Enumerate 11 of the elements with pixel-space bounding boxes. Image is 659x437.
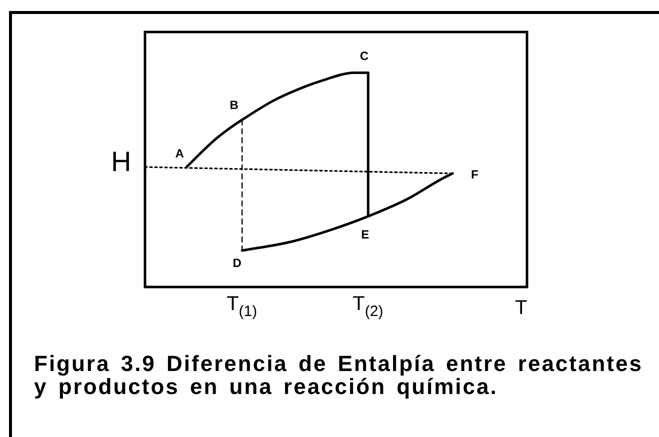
annotation: A: [175, 146, 184, 160]
y-axis-title: H: [111, 146, 132, 176]
annotation: E: [361, 228, 370, 242]
annotation: B: [230, 98, 239, 112]
x-tick-label: T$_{(2)}$: [352, 293, 384, 320]
x-axis-title: T: [515, 297, 528, 319]
text: Figura 3.9 Diferencia de Entalpía entre reactantes y productos en una reacción química.: [34, 351, 643, 399]
annotation: C: [360, 49, 369, 64]
annotation: D: [232, 256, 242, 270]
x-tick-label: T$_{(1)}$: [226, 293, 258, 320]
annotation: F: [470, 168, 478, 182]
